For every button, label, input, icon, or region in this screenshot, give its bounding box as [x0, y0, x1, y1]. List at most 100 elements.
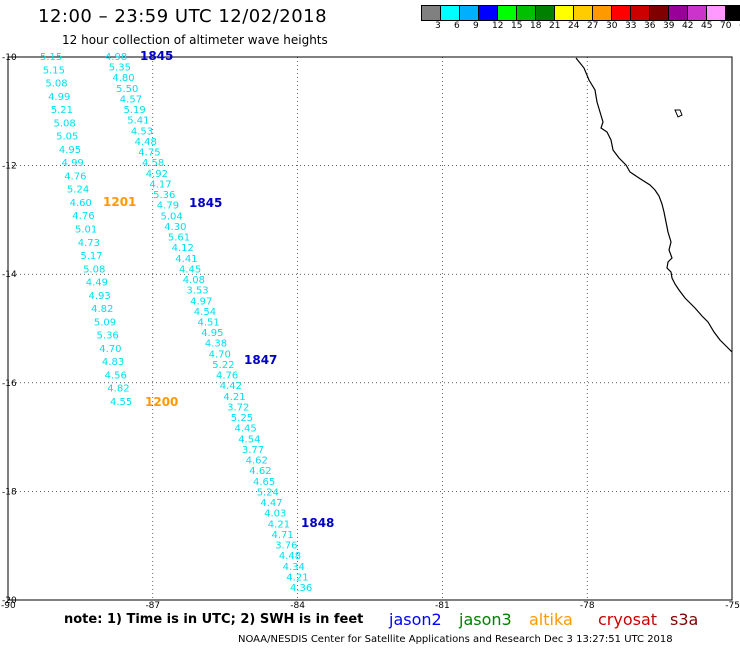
wave-height-value: 4.95 [201, 328, 223, 339]
wave-height-value: 5.21 [51, 105, 73, 116]
axis-tick-labels: -10 -12 -14 -16 -18 -20-90 -87 -84 -81 -78 -75 [1, 53, 740, 611]
color-swatch [726, 6, 740, 20]
wave-height-value: 5.09 [94, 317, 116, 328]
wave-height-value: 4.38 [205, 339, 227, 350]
color-legend-label: 39 [663, 21, 675, 31]
wave-height-value: 3.53 [186, 286, 208, 297]
color-swatch [555, 6, 574, 20]
color-swatch [498, 6, 517, 20]
wave-height-value: 5.35 [109, 63, 131, 74]
lon-tick-label: -90 [1, 601, 16, 611]
color-legend-label: 45 [701, 21, 713, 31]
wave-height-value: 4.21 [223, 392, 245, 403]
wave-height-value: 4.21 [286, 572, 308, 583]
wave-height-value: 4.83 [102, 357, 124, 368]
wave-height-value: 4.45 [179, 264, 201, 275]
time-label: 1201 [103, 195, 136, 209]
wave-height-value: 4.62 [246, 456, 268, 467]
wave-height-value: 4.53 [131, 126, 153, 137]
wave-height-value: 4.56 [105, 370, 127, 381]
color-legend-label: 9 [473, 21, 479, 31]
lat-tick-label: -12 [2, 162, 17, 172]
wave-height-value: 5.08 [53, 118, 75, 129]
lon-tick-label: -87 [145, 601, 160, 611]
wave-height-value: 4.36 [290, 583, 312, 594]
satellite-name: jason2 [389, 610, 442, 629]
lat-tick-label: -14 [2, 270, 17, 280]
wave-height-value: 4.71 [272, 530, 294, 541]
wave-height-value: 4.70 [209, 349, 231, 360]
time-label: 1845 [140, 49, 173, 63]
color-legend [421, 5, 740, 21]
color-swatch [517, 6, 536, 20]
wave-height-value: 5.24 [67, 185, 89, 196]
wave-height-value: 4.70 [99, 344, 121, 355]
wave-height-value: 4.80 [112, 73, 134, 84]
wave-height-value: 4.79 [157, 201, 179, 212]
wave-height-value: 4.49 [86, 278, 108, 289]
wave-height-value: 5.05 [56, 132, 78, 143]
wave-height-value: 4.93 [88, 291, 110, 302]
time-label: 1847 [244, 353, 277, 367]
time-label: 1845 [189, 196, 222, 210]
wave-height-value: 3.76 [275, 541, 297, 552]
wave-height-value: 4.98 [105, 52, 127, 63]
time-labels: 1845 1201 1845 1847 1200 1848 [103, 49, 334, 530]
wave-height-value: 4.76 [72, 211, 94, 222]
wave-height-value: 4.76 [216, 371, 238, 382]
wave-height-value: 4.58 [142, 158, 164, 169]
track-1-labels: 5.15 5.15 5.08 4.99 5.21 5.08 5.05 4.95 4.99 4.76… [40, 52, 132, 408]
color-swatch [612, 6, 631, 20]
wave-height-value: 5.15 [43, 65, 65, 76]
wave-height-value: 5.25 [231, 413, 253, 424]
color-legend-label: 24 [568, 21, 580, 31]
color-swatch [441, 6, 460, 20]
wave-height-value: 4.47 [260, 498, 282, 509]
color-swatch [593, 6, 612, 20]
wave-height-value: 4.82 [107, 384, 129, 395]
wave-height-value: 4.30 [164, 222, 186, 233]
wave-height-value: 4.48 [279, 551, 301, 562]
lat-tick-label: -18 [2, 487, 17, 497]
color-legend-label: 15 [511, 21, 523, 31]
color-legend-label: 30 [606, 21, 618, 31]
color-legend-label: 36 [644, 21, 656, 31]
lon-tick-label: -78 [580, 601, 595, 611]
wave-height-value: 4.21 [268, 519, 290, 530]
wave-height-value: 5.04 [161, 211, 183, 222]
lon-tick-label: -75 [725, 601, 740, 611]
wave-height-value: 4.48 [135, 137, 157, 148]
color-swatch [650, 6, 669, 20]
wave-height-value: 4.82 [91, 304, 113, 315]
wave-height-value: 4.08 [183, 275, 205, 286]
satellite-name: s3a [670, 610, 699, 629]
wave-height-value: 5.36 [97, 331, 119, 342]
wave-height-value: 4.45 [235, 424, 257, 435]
wave-height-value: 5.22 [212, 360, 234, 371]
color-swatch [707, 6, 726, 20]
lat-tick-label: -20 [2, 596, 17, 606]
island-outline [674, 109, 683, 118]
lon-tick-label: -84 [290, 601, 305, 611]
wave-height-value: 4.17 [149, 179, 171, 190]
wave-height-value: 5.08 [45, 79, 67, 90]
page-subtitle: 12 hour collection of altimeter wave hei… [62, 33, 328, 47]
wave-height-value: 5.08 [83, 264, 105, 275]
wave-height-value: 4.51 [198, 318, 220, 329]
wave-height-value: 4.92 [146, 169, 168, 180]
wave-height-value: 4.54 [238, 434, 260, 445]
lon-tick-label: -81 [435, 601, 450, 611]
satellite-name: altika [529, 610, 573, 629]
wave-height-value: 5.19 [124, 105, 146, 116]
color-legend-label: 3 [435, 21, 441, 31]
wave-height-value: 4.60 [70, 198, 92, 209]
color-legend-label: 27 [587, 21, 599, 31]
color-legend-label: 33 [625, 21, 637, 31]
footnote: note: 1) Time is in UTC; 2) SWH is in fe… [64, 612, 364, 627]
color-swatch [688, 6, 707, 20]
wave-height-value: 4.57 [120, 94, 142, 105]
wave-height-value: 3.77 [242, 445, 264, 456]
color-legend-label: 42 [682, 21, 694, 31]
